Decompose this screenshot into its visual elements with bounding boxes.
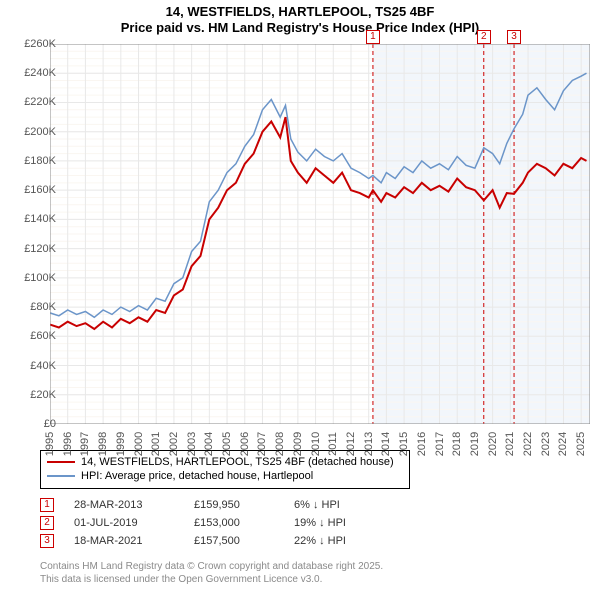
y-tick-label: £260K [8, 38, 56, 50]
marker-icon: 3 [40, 534, 54, 548]
x-tick-label: 2006 [239, 432, 251, 456]
x-tick-label: 2012 [345, 432, 357, 456]
x-tick-label: 2011 [327, 432, 339, 456]
chart-marker-1: 1 [366, 30, 380, 44]
x-tick-label: 1996 [62, 432, 74, 456]
x-tick-label: 2023 [540, 432, 552, 456]
cell-pct: 19% ↓ HPI [294, 517, 414, 529]
x-tick-label: 1995 [44, 432, 56, 456]
table-row: 2 01-JUL-2019 £153,000 19% ↓ HPI [40, 514, 414, 532]
x-tick-label: 2016 [416, 432, 428, 456]
legend-label-2: HPI: Average price, detached house, Hart… [81, 469, 313, 483]
cell-pct: 22% ↓ HPI [294, 535, 414, 547]
y-tick-label: £160K [8, 184, 56, 196]
y-tick-label: £200K [8, 126, 56, 138]
y-tick-label: £120K [8, 243, 56, 255]
x-tick-label: 1997 [80, 432, 92, 456]
x-tick-label: 1999 [115, 432, 127, 456]
transaction-table: 1 28-MAR-2013 £159,950 6% ↓ HPI 2 01-JUL… [40, 496, 414, 550]
chart-marker-3: 3 [507, 30, 521, 44]
x-tick-label: 2022 [522, 432, 534, 456]
x-tick-label: 2013 [363, 432, 375, 456]
legend-row-2: HPI: Average price, detached house, Hart… [47, 469, 403, 483]
x-tick-label: 2008 [274, 432, 286, 456]
x-tick-label: 2002 [168, 432, 180, 456]
y-tick-label: £0 [8, 418, 56, 430]
x-tick-label: 2020 [487, 432, 499, 456]
chart-marker-2: 2 [477, 30, 491, 44]
x-tick-label: 2007 [257, 432, 269, 456]
y-tick-label: £20K [8, 389, 56, 401]
y-tick-label: £140K [8, 213, 56, 225]
cell-price: £159,950 [194, 499, 294, 511]
x-tick-label: 2024 [558, 432, 570, 456]
y-tick-label: £180K [8, 155, 56, 167]
x-tick-label: 2015 [398, 432, 410, 456]
x-tick-label: 2009 [292, 432, 304, 456]
legend-swatch-1 [47, 461, 75, 463]
cell-pct: 6% ↓ HPI [294, 499, 414, 511]
footer: Contains HM Land Registry data © Crown c… [40, 561, 383, 586]
x-tick-label: 2004 [204, 432, 216, 456]
x-tick-label: 2021 [505, 432, 517, 456]
x-tick-label: 2003 [186, 432, 198, 456]
x-tick-label: 2017 [434, 432, 446, 456]
table-row: 1 28-MAR-2013 £159,950 6% ↓ HPI [40, 496, 414, 514]
y-tick-label: £80K [8, 301, 56, 313]
marker-icon: 1 [40, 498, 54, 512]
x-tick-label: 2000 [133, 432, 145, 456]
legend-label-1: 14, WESTFIELDS, HARTLEPOOL, TS25 4BF (de… [81, 455, 394, 469]
y-tick-label: £220K [8, 96, 56, 108]
cell-price: £153,000 [194, 517, 294, 529]
cell-date: 28-MAR-2013 [74, 499, 194, 511]
x-tick-label: 2001 [150, 432, 162, 456]
marker-icon: 2 [40, 516, 54, 530]
y-tick-label: £60K [8, 330, 56, 342]
y-tick-label: £240K [8, 67, 56, 79]
table-row: 3 18-MAR-2021 £157,500 22% ↓ HPI [40, 532, 414, 550]
x-tick-label: 2019 [469, 432, 481, 456]
legend-row-1: 14, WESTFIELDS, HARTLEPOOL, TS25 4BF (de… [47, 455, 403, 469]
cell-date: 18-MAR-2021 [74, 535, 194, 547]
footer-line-1: Contains HM Land Registry data © Crown c… [40, 561, 383, 574]
chart-svg [50, 44, 590, 424]
x-tick-label: 2005 [221, 432, 233, 456]
y-tick-label: £100K [8, 272, 56, 284]
x-tick-label: 2025 [575, 432, 587, 456]
cell-price: £157,500 [194, 535, 294, 547]
chart-plot [50, 44, 590, 424]
x-tick-label: 2018 [451, 432, 463, 456]
footer-line-2: This data is licensed under the Open Gov… [40, 574, 383, 587]
x-tick-label: 2014 [381, 432, 393, 456]
x-tick-label: 1998 [97, 432, 109, 456]
legend-swatch-2 [47, 475, 75, 477]
x-tick-label: 2010 [310, 432, 322, 456]
cell-date: 01-JUL-2019 [74, 517, 194, 529]
title-line-1: 14, WESTFIELDS, HARTLEPOOL, TS25 4BF [0, 4, 600, 20]
y-tick-label: £40K [8, 360, 56, 372]
